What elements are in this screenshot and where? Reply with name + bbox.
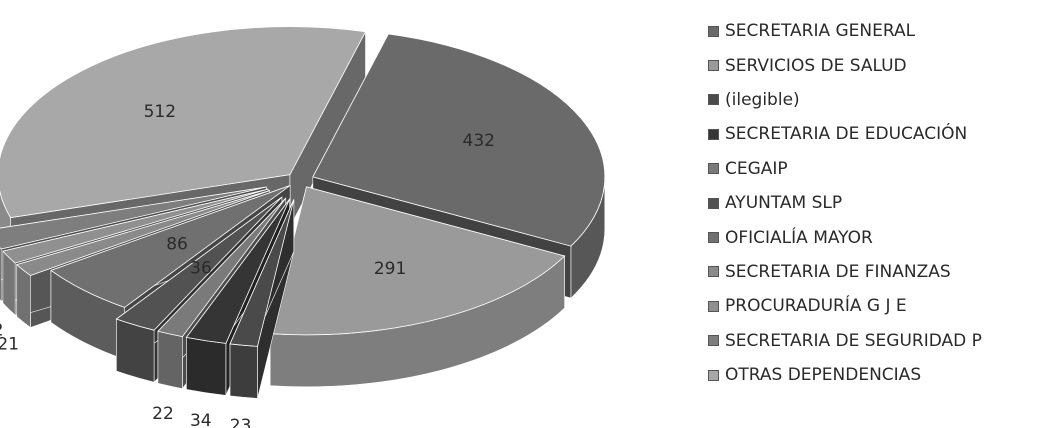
pie-slice bbox=[229, 199, 295, 399]
data-label: 291 bbox=[374, 259, 406, 279]
slice-top bbox=[115, 196, 283, 331]
legend-label: AYUNTAM SLP bbox=[725, 193, 843, 214]
legend-swatch bbox=[708, 232, 719, 244]
data-label: 512 bbox=[144, 102, 176, 122]
slice-wall bbox=[229, 343, 258, 399]
slice-top bbox=[0, 26, 367, 219]
legend-label: SECRETARIA GENERAL bbox=[725, 21, 916, 42]
legend-swatch bbox=[708, 25, 719, 37]
legend-item: SECRETARIA DE EDUCACIÓN bbox=[708, 117, 982, 151]
data-label: 22 bbox=[0, 321, 4, 341]
slice-wall bbox=[186, 337, 227, 396]
pie-slice bbox=[269, 186, 566, 388]
legend-label: OTRAS DEPENDENCIAS bbox=[725, 365, 922, 386]
slice-top bbox=[229, 199, 295, 347]
data-label: 22 bbox=[152, 404, 174, 424]
legend-swatch bbox=[708, 266, 719, 278]
legend-item: (ilegible) bbox=[708, 83, 982, 117]
slice-top bbox=[157, 197, 287, 338]
legend-swatch bbox=[708, 197, 719, 209]
legend-label: OFICIALÍA MAYOR bbox=[725, 227, 873, 248]
slice-top bbox=[269, 186, 566, 336]
data-label: 86 bbox=[166, 234, 188, 254]
data-label: 34 bbox=[190, 411, 212, 428]
slice-wall bbox=[0, 247, 2, 302]
legend-swatch bbox=[708, 300, 719, 312]
legend-label: SECRETARIA DE EDUCACIÓN bbox=[725, 124, 968, 145]
legend-label: (ilegible) bbox=[725, 89, 800, 110]
legend-swatch bbox=[708, 94, 719, 106]
legend-swatch bbox=[708, 60, 719, 72]
legend-label: SERVICIOS DE SALUD bbox=[725, 55, 907, 76]
slice-top bbox=[2, 188, 269, 264]
legend-item: AYUNTAM SLP bbox=[708, 186, 982, 220]
slice-top bbox=[0, 186, 267, 250]
legend-label: SECRETARIA DE SEGURIDAD P bbox=[725, 330, 982, 351]
slice-top bbox=[312, 33, 606, 247]
chart-legend: SECRETARIA GENERAL SERVICIOS DE SALUD (ile… bbox=[708, 14, 982, 392]
pie-chart: 4322912334223686212233512 bbox=[0, 26, 606, 428]
legend-swatch bbox=[708, 128, 719, 140]
legend-label: CEGAIP bbox=[725, 158, 788, 179]
data-label: 432 bbox=[463, 131, 495, 151]
legend-item: SECRETARIA GENERAL bbox=[708, 14, 982, 48]
legend-label: PROCURADURÍA G J E bbox=[725, 296, 907, 317]
legend-item: OFICIALÍA MAYOR bbox=[708, 220, 982, 254]
legend-item: SECRETARIA DE FINANZAS bbox=[708, 255, 982, 289]
legend-item: OTRAS DEPENDENCIAS bbox=[708, 358, 982, 392]
legend-item: SERVICIOS DE SALUD bbox=[708, 48, 982, 82]
slice-top bbox=[50, 185, 291, 308]
legend-item: CEGAIP bbox=[708, 152, 982, 186]
legend-item: PROCURADURÍA G J E bbox=[708, 289, 982, 323]
slice-wall bbox=[157, 330, 183, 389]
data-label: 36 bbox=[190, 258, 212, 278]
legend-item: SECRETARIA DE SEGURIDAD P bbox=[708, 324, 982, 358]
data-label: 21 bbox=[0, 335, 19, 355]
slice-top bbox=[185, 198, 291, 344]
legend-swatch bbox=[708, 369, 719, 381]
legend-swatch bbox=[708, 163, 719, 175]
legend-swatch bbox=[708, 335, 719, 347]
data-label: 23 bbox=[230, 416, 252, 428]
slice-top bbox=[15, 190, 270, 276]
legend-label: SECRETARIA DE FINANZAS bbox=[725, 261, 951, 282]
